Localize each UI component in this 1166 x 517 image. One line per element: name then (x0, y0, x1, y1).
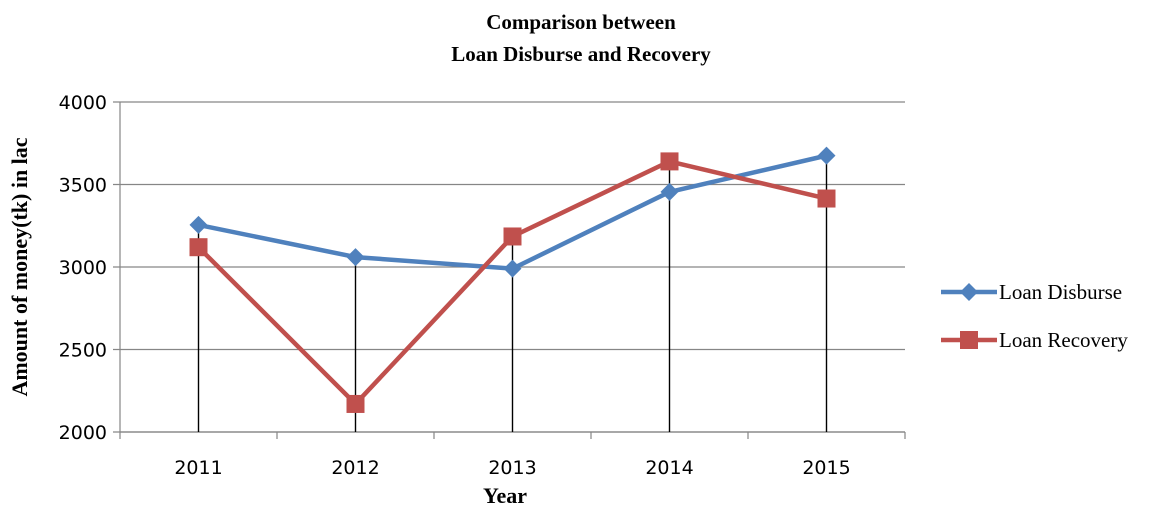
square-marker (960, 331, 978, 349)
diamond-marker (347, 248, 365, 266)
x-tick-label: 2014 (645, 457, 693, 479)
x-tick-label: 2011 (174, 457, 222, 479)
diamond-marker (661, 183, 679, 201)
legend-label: Loan Disburse (999, 280, 1122, 304)
y-axis-ticks: 2000 2500 3000 3500 4000 (59, 92, 107, 444)
legend-item-loan-disburse: Loan Disburse (941, 280, 1122, 304)
diamond-marker (818, 147, 836, 165)
y-tick-label: 2500 (59, 340, 107, 362)
y-tick-label: 3000 (59, 257, 107, 279)
legend: Loan Disburse Loan Recovery (941, 280, 1128, 352)
square-marker (190, 238, 208, 256)
x-tick-label: 2015 (802, 457, 850, 479)
x-axis-title: Year (483, 483, 527, 508)
legend-item-loan-recovery: Loan Recovery (941, 328, 1128, 352)
square-marker (818, 190, 836, 208)
y-axis-title: Amount of money(tk) in lac (7, 137, 32, 396)
x-tick-label: 2013 (488, 457, 536, 479)
diamond-marker (190, 216, 208, 234)
y-tick-label: 4000 (59, 92, 107, 114)
legend-label: Loan Recovery (999, 328, 1128, 352)
x-axis-ticks: 2011 2012 2013 2014 2015 (120, 432, 905, 479)
chart-title: Comparison between Loan Disburse and Rec… (451, 10, 711, 66)
y-tick-label: 3500 (59, 175, 107, 197)
x-tick-label: 2012 (331, 457, 379, 479)
y-tick-label: 2000 (59, 422, 107, 444)
square-marker (661, 152, 679, 170)
diamond-marker (504, 260, 522, 278)
chart-title-line-1: Comparison between (486, 10, 676, 34)
diamond-marker (960, 283, 978, 301)
chart-title-line-2: Loan Disburse and Recovery (451, 42, 711, 66)
square-marker (504, 227, 522, 245)
drop-lines (199, 156, 827, 432)
square-marker (347, 395, 365, 413)
